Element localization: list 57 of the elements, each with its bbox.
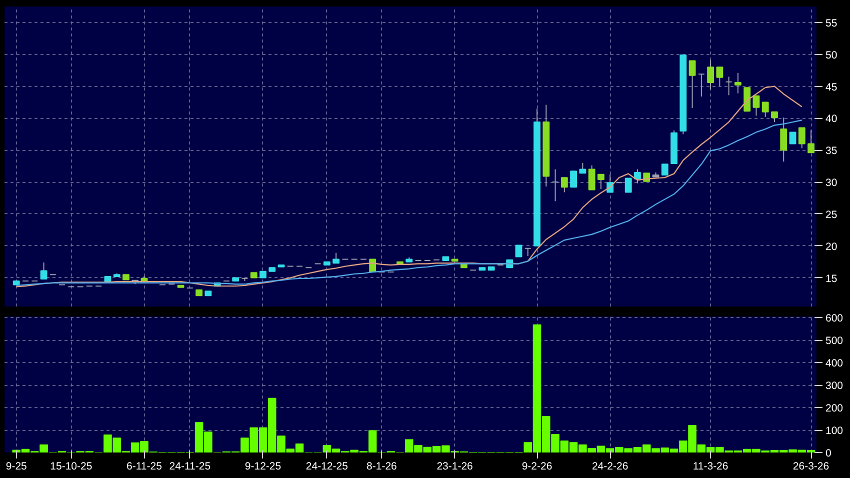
x-tick-label: 26-3-26 (792, 460, 830, 472)
candlestick (560, 177, 568, 193)
candlestick (725, 76, 732, 96)
candlestick (332, 252, 340, 264)
x-tick-label: 8-1-26 (366, 460, 398, 472)
y-tick-label: 0 (826, 448, 832, 460)
candlestick (579, 162, 586, 174)
y-tick-label: 55 (826, 17, 838, 30)
candlestick (552, 168, 559, 202)
y-tick-label: 50 (826, 49, 838, 62)
y-tick-label: 40 (826, 113, 838, 126)
candlestick (688, 60, 696, 108)
candlestick (780, 117, 788, 162)
line-series (16, 120, 802, 286)
x-tick-label: 6-11-25 (126, 460, 162, 472)
y-tick-label: 45 (826, 81, 838, 94)
x-tick-label: 9-25 (6, 460, 28, 472)
candlestick (597, 174, 604, 190)
x-tick-label: 9-12-25 (244, 460, 282, 472)
candlestick (734, 72, 742, 94)
x-tick-label: 11-3-26 (692, 460, 728, 472)
candlestick (789, 132, 796, 144)
candlestick (661, 164, 668, 176)
x-tick-label: 23-1-26 (436, 460, 474, 472)
y-tick-label: 300 (826, 380, 844, 392)
x-tick-label: 24-12-25 (306, 460, 348, 472)
candlestick (707, 60, 714, 90)
x-tick-label: 24-11-25 (169, 460, 211, 472)
candlestick (798, 127, 806, 149)
candlestick (588, 164, 596, 190)
candlestick (716, 66, 724, 87)
candlestick (515, 244, 522, 258)
candlestick (624, 178, 632, 193)
candlestick (634, 168, 641, 184)
candlestick (744, 87, 751, 112)
y-tick-label: 20 (826, 240, 838, 253)
x-tick-label: 15-10-25 (50, 460, 92, 472)
y-tick-label: 400 (826, 358, 844, 370)
y-tick-label: 25 (826, 208, 838, 221)
candlestick (771, 111, 778, 123)
candlestick (524, 248, 532, 257)
candlestick (40, 262, 48, 280)
y-tick-label: 30 (826, 177, 838, 190)
y-tick-label: 100 (826, 425, 844, 438)
x-tick-label: 24-2-26 (592, 460, 628, 472)
y-tick-label: 15 (826, 272, 838, 285)
y-tick-label: 600 (826, 312, 844, 325)
candlestick (752, 95, 760, 116)
y-tick-label: 200 (826, 402, 844, 415)
x-tick-label: 9-2-26 (522, 460, 552, 472)
candlestick (762, 102, 769, 118)
candlestick (698, 74, 705, 97)
candlestick (808, 130, 814, 154)
candlestick (570, 170, 578, 188)
y-tick-label: 35 (826, 145, 838, 158)
line-series (16, 86, 802, 288)
y-tick-label: 500 (826, 335, 844, 348)
